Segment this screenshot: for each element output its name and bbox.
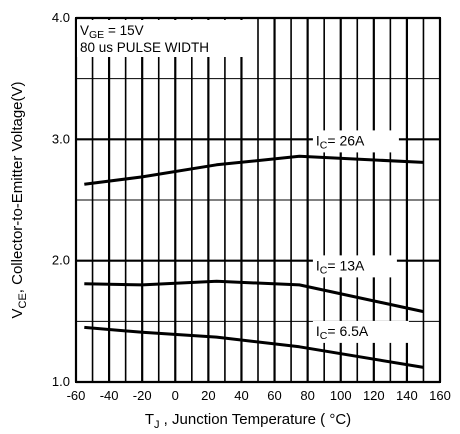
y-tick-label: 4.0	[52, 10, 70, 25]
series-line-2	[84, 325, 424, 369]
series-line-0	[84, 154, 424, 186]
y-tick-label: 3.0	[52, 131, 70, 146]
series-label-6-5a: IC= 6.5A	[316, 323, 369, 342]
tick-labels: -60 -40 -20 0 20 40 60 80 100 120 140 160 1.0 2.0 3.0 4…	[52, 10, 451, 403]
series-label-background	[312, 130, 399, 153]
x-tick-label: -20	[133, 388, 152, 403]
series-labels: IC= 26A IC= 13A IC= 6.5A	[312, 130, 409, 343]
conditions-line-2: 80 us PULSE WIDTH	[80, 40, 209, 55]
series-label-background	[312, 320, 409, 343]
x-tick-label: 100	[330, 388, 352, 403]
x-tick-label: 40	[234, 388, 248, 403]
x-tick-label: 20	[201, 388, 215, 403]
series-label-background	[312, 255, 397, 278]
series-group	[84, 154, 424, 369]
y-axis-label: VCE, Collector-to-Emitter Voltage(V)	[9, 81, 29, 318]
x-tick-label: 80	[300, 388, 314, 403]
series-line-1	[84, 279, 424, 314]
x-tick-label: 140	[396, 388, 418, 403]
y-tick-label: 1.0	[52, 374, 70, 389]
x-tick-label: 60	[267, 388, 281, 403]
x-tick-label: -60	[67, 388, 86, 403]
x-tick-label: 160	[429, 388, 451, 403]
series-label-26a: IC= 26A	[316, 132, 365, 151]
conditions-background	[77, 20, 253, 57]
x-axis-label: TJ , Junction Temperature ( °C)	[145, 411, 351, 431]
series-label-13a: IC= 13A	[316, 257, 365, 276]
conditions-line-1: VGE = 15V	[80, 23, 144, 41]
plot-frame	[75, 17, 441, 383]
x-tick-label: 120	[363, 388, 385, 403]
y-tick-label: 2.0	[52, 253, 70, 268]
x-tick-label: 0	[172, 388, 179, 403]
x-tick-label: -40	[100, 388, 119, 403]
